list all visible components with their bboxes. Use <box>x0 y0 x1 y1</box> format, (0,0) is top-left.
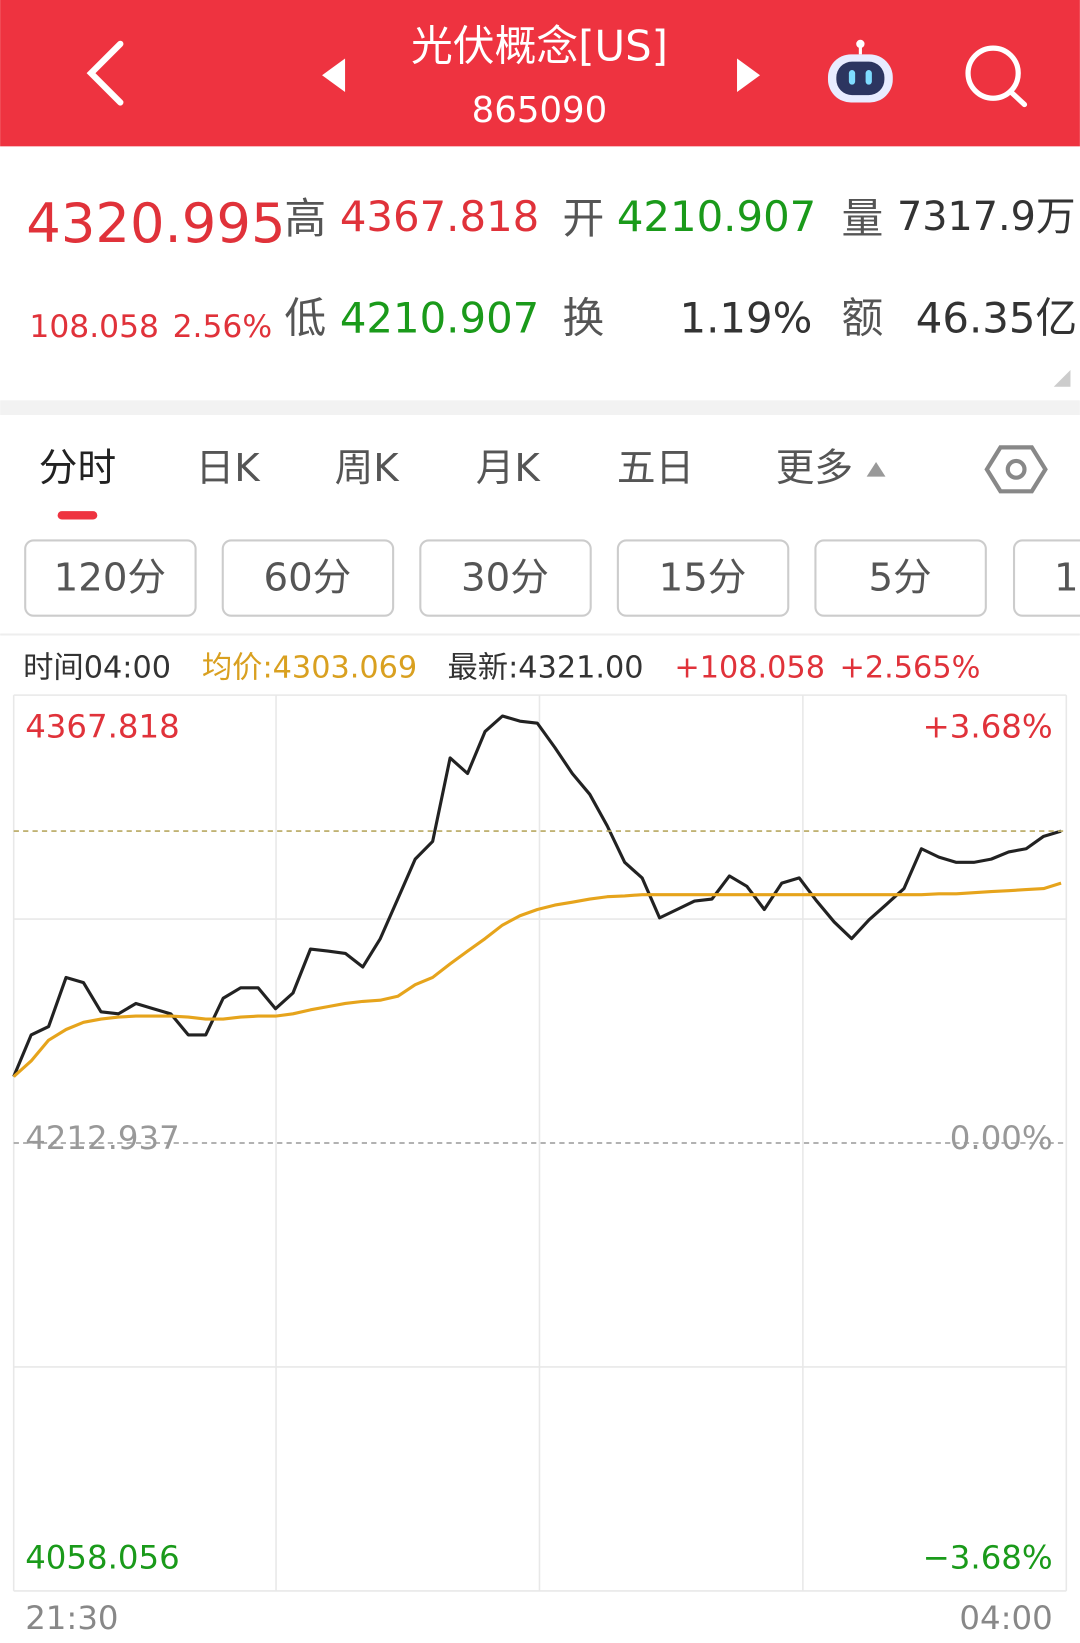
interval-label: 120分 <box>54 556 166 601</box>
interval-label: 15分 <box>659 556 747 601</box>
tab[interactable]: 日K <box>196 446 262 491</box>
prev-button[interactable] <box>322 58 346 92</box>
turnover: 1.19% <box>680 293 813 342</box>
interval-label: 60分 <box>263 556 351 601</box>
y-tick-label: 4212.937 <box>25 1119 180 1157</box>
volume-label: 量 <box>842 194 884 243</box>
y-tick-label: 4058.056 <box>25 1539 180 1577</box>
volume: 7317.9万 <box>897 194 1076 240</box>
code: 865090 <box>472 90 608 131</box>
info-avg: 均价:4303.069 <box>202 650 417 685</box>
open-label: 开 <box>562 194 604 243</box>
y2-tick-label: +3.68% <box>923 708 1053 746</box>
low-label: 低 <box>284 293 326 342</box>
more-arrow <box>866 462 886 477</box>
separator <box>0 400 1080 415</box>
search-icon[interactable] <box>965 45 1028 108</box>
low: 4210.907 <box>340 293 539 342</box>
y-tick-label: 4367.818 <box>25 708 180 746</box>
info-time: 时间04:00 <box>23 650 171 685</box>
interval-button[interactable] <box>24 539 197 617</box>
back-button[interactable] <box>86 40 124 106</box>
info-latest: 最新:4321.00 <box>447 650 643 685</box>
y2-tick-label: 0.00% <box>950 1119 1053 1157</box>
tab[interactable]: 五日 <box>617 446 694 491</box>
header-bar <box>0 0 1080 147</box>
interval-label: 30分 <box>461 556 549 601</box>
interval-label: 5分 <box>868 556 931 601</box>
average-line <box>12 881 1062 1078</box>
expand-corner[interactable] <box>1053 370 1071 387</box>
open: 4210.907 <box>617 192 816 241</box>
next-button[interactable] <box>737 58 761 92</box>
robot-icon[interactable] <box>827 39 893 103</box>
amount: 46.35亿 <box>916 293 1077 342</box>
info-change: +108.058 <box>674 650 825 685</box>
y2-tick-label: −3.68% <box>923 1539 1053 1577</box>
change-pct: 2.56% <box>173 309 273 345</box>
title: 光伏概念[US] <box>411 22 668 71</box>
price-line <box>12 714 1062 1078</box>
tab-underline <box>57 511 98 520</box>
info-change-pct: +2.565% <box>839 650 980 685</box>
interval-label: 1 <box>1054 556 1079 601</box>
intraday-chart: 4367.818 4212.937 4058.056 +3.68% 0.00% −3.68… <box>12 694 1068 1637</box>
interval-button[interactable] <box>616 539 790 617</box>
change: 108.058 <box>29 309 159 345</box>
price: 4320.995 <box>26 192 285 255</box>
tab[interactable]: 更多 <box>776 446 853 491</box>
tab[interactable]: 分时 <box>39 446 116 491</box>
interval-button[interactable] <box>814 539 987 617</box>
high-label: 高 <box>284 194 326 243</box>
tab[interactable]: 周K <box>335 446 401 491</box>
x-tick-label: 04:00 <box>959 1599 1052 1637</box>
high: 4367.818 <box>340 192 539 241</box>
turnover-label: 换 <box>562 293 604 342</box>
interval-button[interactable] <box>419 539 592 617</box>
x-tick-label: 21:30 <box>25 1599 118 1637</box>
interval-button[interactable] <box>1012 539 1080 617</box>
settings-icon[interactable] <box>984 445 1048 494</box>
interval-button[interactable] <box>221 539 395 617</box>
tab[interactable]: 月K <box>476 446 542 491</box>
amount-label: 额 <box>842 293 884 342</box>
